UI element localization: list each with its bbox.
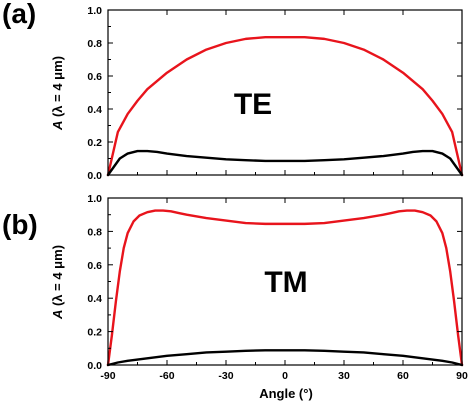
y-tick-label-a: 1.0 bbox=[87, 5, 102, 17]
y-tick-label-b: 0.6 bbox=[87, 260, 102, 272]
x-tick-label: 0 bbox=[282, 370, 288, 382]
y-tick-label-a: 0.0 bbox=[87, 170, 102, 182]
series-line-a-red bbox=[106, 36, 464, 177]
y-tick-label-a: 0.2 bbox=[87, 137, 102, 149]
x-tick-label: -60 bbox=[159, 370, 174, 382]
panel-b: (b) A (λ = 4 μm) TM Angle (°) 0.0 0.2 0.4 0… bbox=[2, 193, 468, 401]
y-tick-label-b: 0.8 bbox=[87, 226, 102, 238]
y-tick-label-a: 0.6 bbox=[87, 71, 102, 83]
panel-a: (a) A (λ = 4 μm) TE 0.0 0.2 0.4 0.6 0.8 1.0 bbox=[2, 0, 464, 182]
x-tick-label: -30 bbox=[218, 370, 233, 382]
y-axis-title-a: A (λ = 4 μm) bbox=[50, 56, 65, 131]
y-tick-label-b: 0.2 bbox=[87, 327, 102, 339]
series-line-b-red bbox=[106, 209, 464, 367]
x-tick-label: -90 bbox=[100, 370, 115, 382]
x-tick-label: 90 bbox=[456, 370, 468, 382]
x-tick-label: 30 bbox=[338, 370, 350, 382]
x-axis-title: Angle (°) bbox=[259, 386, 313, 401]
panel-label-b: (b) bbox=[2, 209, 38, 240]
y-tick-label-a: 0.4 bbox=[87, 104, 102, 116]
y-tick-label-a: 0.8 bbox=[87, 38, 102, 50]
series-line-b-black bbox=[106, 349, 464, 367]
te-annotation: TE bbox=[234, 88, 272, 121]
tm-annotation: TM bbox=[264, 266, 307, 299]
y-axis-title-b: A (λ = 4 μm) bbox=[50, 245, 65, 320]
y-tick-label-b: 0.4 bbox=[87, 293, 102, 305]
y-tick-label-b: 1.0 bbox=[87, 193, 102, 205]
plot-frame-a bbox=[107, 9, 463, 176]
y-tick-label-b: 0.0 bbox=[87, 360, 102, 372]
x-tick-label: 60 bbox=[397, 370, 409, 382]
series-line-a-black bbox=[106, 149, 464, 177]
panel-label-a: (a) bbox=[2, 0, 36, 29]
